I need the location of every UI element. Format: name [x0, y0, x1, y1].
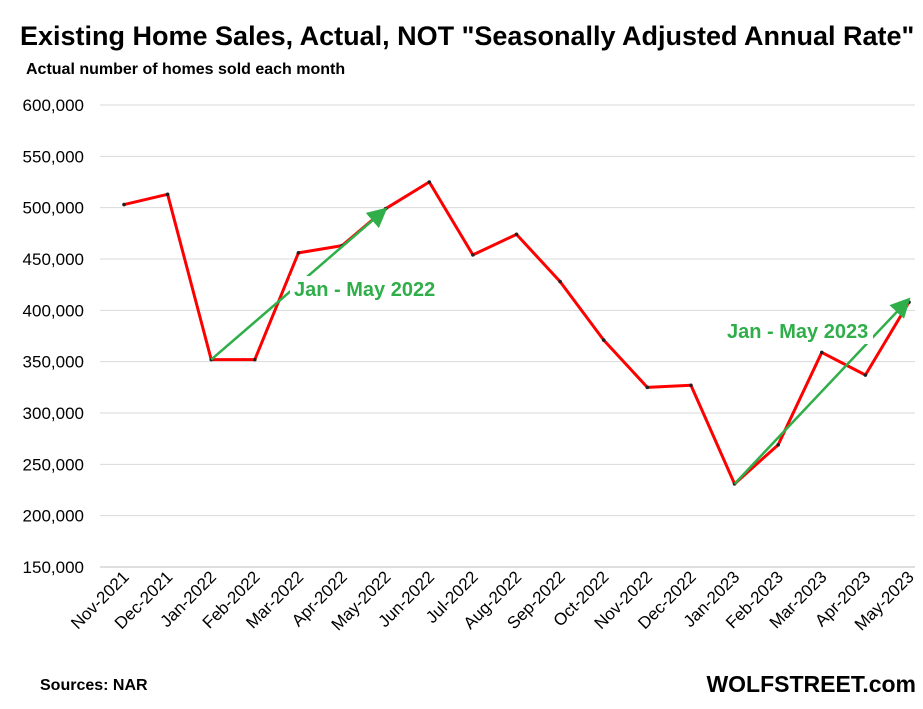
- y-axis: 150,000 200,000 250,000 300,000 350,000 400,0…: [23, 96, 84, 577]
- brand-logo-text: WOLFSTREET.com: [706, 671, 916, 697]
- grid-lines: [100, 104, 915, 568]
- data-point: [601, 338, 606, 342]
- y-tick-label: 350,000: [23, 353, 84, 372]
- series-group: [122, 180, 911, 486]
- y-tick-label: 600,000: [23, 96, 84, 115]
- annotations: Jan - May 2022 Jan - May 2023: [210, 207, 911, 485]
- data-point: [253, 357, 257, 362]
- y-tick-label: 500,000: [23, 199, 84, 218]
- source-note: Sources: NAR: [40, 677, 148, 694]
- chart-subtitle: Actual number of homes sold each month: [26, 61, 345, 78]
- data-point: [776, 443, 780, 447]
- annotation-label: Jan - May 2022: [294, 279, 435, 301]
- y-tick-label: 150,000: [23, 558, 84, 577]
- data-point: [819, 350, 824, 355]
- data-point: [863, 373, 868, 377]
- data-point: [514, 232, 519, 237]
- y-tick-label: 200,000: [23, 507, 84, 526]
- chart-title: Existing Home Sales, Actual, NOT "Season…: [20, 21, 914, 51]
- data-point: [471, 253, 475, 257]
- data-point: [296, 251, 301, 255]
- data-point: [427, 180, 432, 184]
- data-point: [165, 192, 170, 197]
- data-point: [122, 202, 126, 207]
- y-tick-label: 400,000: [23, 301, 84, 320]
- x-axis: Nov-2021Dec-2021Jan-2022Feb-2022Mar-2022…: [67, 566, 918, 634]
- y-tick-label: 300,000: [23, 404, 84, 423]
- data-point: [558, 279, 562, 284]
- y-tick-label: 450,000: [23, 250, 84, 269]
- annotation-label-bg: [290, 276, 440, 302]
- y-tick-label: 250,000: [23, 455, 84, 474]
- data-point: [383, 206, 388, 211]
- annotation-label: Jan - May 2023: [727, 321, 868, 343]
- annotation-arrow: [733, 297, 911, 485]
- data-point: [645, 385, 650, 390]
- data-point: [689, 383, 693, 388]
- y-tick-label: 550,000: [23, 147, 84, 166]
- annotation-label-bg: [723, 318, 873, 344]
